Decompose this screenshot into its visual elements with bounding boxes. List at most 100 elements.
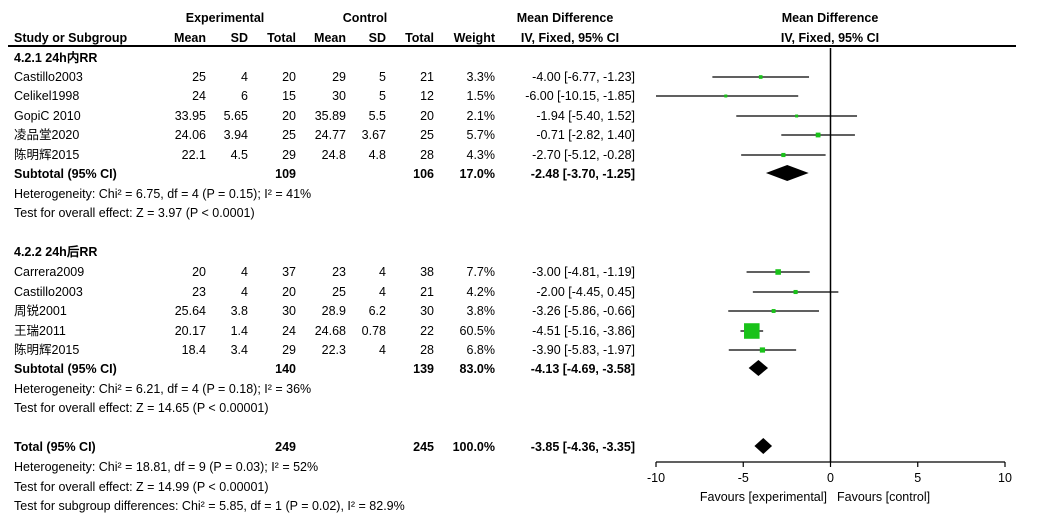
weight: 7.7% [466, 265, 496, 279]
effect-square [795, 114, 799, 118]
total-e: 20 [282, 285, 296, 299]
overall-effect-text: Test for overall effect: Z = 3.97 (P < 0… [14, 206, 255, 220]
sd-c: 5 [379, 70, 386, 84]
total-c: 21 [420, 70, 434, 84]
mean-e: 20.17 [174, 324, 206, 338]
total-c: 30 [420, 304, 434, 318]
mean-c: 23 [332, 265, 346, 279]
total-e: 20 [282, 109, 296, 123]
weight: 5.7% [466, 128, 496, 142]
ci-text: -3.26 [-5.86, -0.66] [532, 304, 635, 318]
subgroup-differences-text: Test for subgroup differences: Chi² = 5.… [14, 499, 405, 513]
total-overall-effect-text: Test for overall effect: Z = 14.99 (P < … [14, 480, 269, 494]
total-c: 38 [420, 265, 434, 279]
sd-c: 0.78 [361, 324, 386, 338]
control-group-header: Control [342, 11, 388, 25]
subgroup-title: 4.2.1 24h内RR [14, 51, 98, 65]
study-name: Carrera2009 [14, 265, 85, 279]
study-name: 陈明辉2015 [14, 148, 80, 162]
sd-c: 5.5 [368, 109, 386, 123]
total-e: 37 [282, 265, 296, 279]
total-e-column-header: Total [267, 31, 296, 45]
x-tick-label: 5 [914, 471, 922, 485]
total-weight: 100.0% [452, 440, 495, 454]
effect-square [758, 75, 763, 79]
effect-square [744, 323, 760, 339]
total-c: 22 [420, 324, 434, 338]
effect-square [724, 94, 728, 98]
mean-difference-header: Mean Difference [516, 11, 614, 25]
total-diamond [754, 438, 773, 454]
mean-c: 25 [332, 285, 346, 299]
total-c: 21 [420, 285, 434, 299]
sd-e: 6 [241, 89, 248, 103]
x-tick-label: 10 [998, 471, 1012, 485]
sd-c: 4 [379, 343, 386, 357]
heterogeneity-text: Heterogeneity: Chi² = 6.21, df = 4 (P = … [14, 382, 312, 396]
subtotal-diamond [748, 360, 769, 376]
total-heterogeneity-text: Heterogeneity: Chi² = 18.81, df = 9 (P =… [14, 460, 319, 474]
study-name: Castillo2003 [14, 285, 83, 299]
sd-e-column-header: SD [230, 31, 248, 45]
sd-c: 3.67 [361, 128, 386, 142]
sd-c-column-header: SD [368, 31, 386, 45]
experimental-group-header: Experimental [185, 11, 265, 25]
ci-text: -2.00 [-4.45, 0.45] [536, 285, 635, 299]
total-e: 15 [282, 89, 296, 103]
sd-e: 4 [241, 70, 248, 84]
total-c: 20 [420, 109, 434, 123]
sd-e: 4 [241, 285, 248, 299]
total-e: 29 [282, 343, 296, 357]
mean-e: 25 [192, 70, 206, 84]
x-tick-label: -5 [737, 471, 749, 485]
weight: 60.5% [459, 324, 495, 338]
subtotal-ci-text: -4.13 [-4.69, -3.58] [530, 362, 635, 376]
weight: 3.3% [466, 70, 496, 84]
subtotal-diamond [765, 165, 809, 181]
study-column-header: Study or Subgroup [14, 31, 128, 45]
study-name: GopiC 2010 [14, 109, 81, 123]
ci-text: -4.51 [-5.16, -3.86] [532, 324, 635, 338]
total-e: 25 [282, 128, 296, 142]
sd-e: 3.4 [230, 343, 248, 357]
ci-text: -1.94 [-5.40, 1.52] [536, 109, 635, 123]
mean-c: 24.8 [321, 148, 346, 162]
subtotal-label: Subtotal (95% CI) [14, 362, 117, 376]
weight: 4.3% [466, 148, 496, 162]
total-e: 24 [282, 324, 296, 338]
sd-e: 4.5 [230, 148, 248, 162]
sd-e: 3.8 [230, 304, 248, 318]
favours-experimental-label: Favours [experimental] [699, 490, 827, 504]
x-tick-label: -10 [646, 471, 666, 485]
study-name: Celikel1998 [14, 89, 80, 103]
effect-square [781, 152, 786, 158]
sd-e: 5.65 [223, 109, 248, 123]
sd-e: 4 [241, 265, 248, 279]
total-e: 20 [282, 70, 296, 84]
ci-text: -4.00 [-6.77, -1.23] [532, 70, 635, 84]
x-tick-label: 0 [827, 471, 834, 485]
total-c: 25 [420, 128, 434, 142]
ci-plot-column-header: IV, Fixed, 95% CI [780, 31, 880, 45]
total-e: 29 [282, 148, 296, 162]
overall-effect-text: Test for overall effect: Z = 14.65 (P < … [14, 401, 269, 415]
sd-e: 3.94 [223, 128, 248, 142]
ci-text: -2.70 [-5.12, -0.28] [532, 148, 635, 162]
mean-c: 35.89 [314, 109, 346, 123]
effect-square [775, 269, 781, 275]
mean-c: 24.77 [314, 128, 346, 142]
mean-e: 18.4 [181, 343, 206, 357]
weight-column-header: Weight [453, 31, 495, 45]
study-name: Castillo2003 [14, 70, 83, 84]
mean-c: 29 [332, 70, 346, 84]
ci-text: -3.00 [-4.81, -1.19] [532, 265, 635, 279]
subtotal-total-c: 139 [413, 362, 434, 376]
subtotal-weight: 17.0% [459, 167, 495, 181]
sd-c: 4 [379, 265, 386, 279]
total-total-e: 249 [275, 440, 296, 454]
ci-text: -0.71 [-2.82, 1.40] [536, 128, 635, 142]
mean-e: 23 [192, 285, 206, 299]
total-c: 28 [420, 343, 434, 357]
weight: 6.8% [466, 343, 496, 357]
